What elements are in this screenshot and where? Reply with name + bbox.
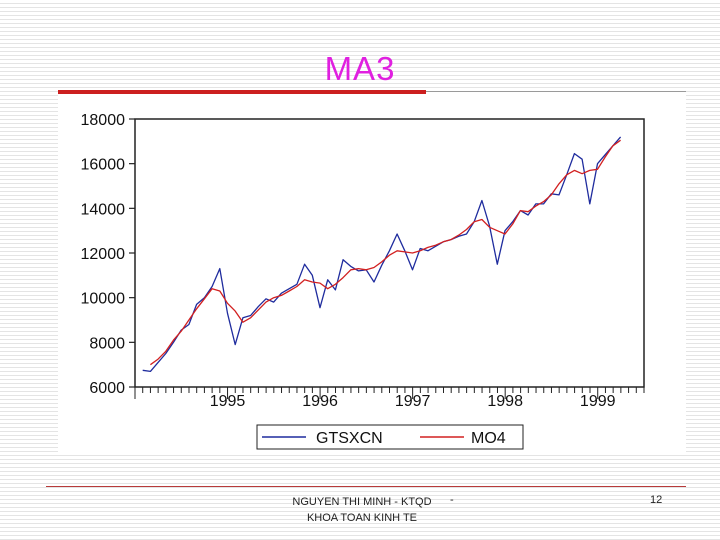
y-tick-label: 18000 — [81, 112, 126, 129]
footer-separator: - — [450, 494, 454, 506]
y-tick-label: 16000 — [81, 157, 126, 174]
footer-author: NGUYEN THI MINH - KTQD KHOA TOAN KINH TE — [252, 494, 472, 526]
series-line-mo4 — [150, 139, 621, 366]
footer-author-line1: NGUYEN THI MINH - KTQD — [292, 496, 432, 508]
series-layer — [142, 136, 622, 373]
footer-author-line2: KHOA TOAN KINH TE — [306, 512, 418, 524]
x-tick-label: 1995 — [210, 393, 246, 410]
legend-label-mo4: MO4 — [471, 430, 506, 447]
y-tick-label: 12000 — [81, 246, 126, 263]
x-tick-label: 1999 — [580, 393, 616, 410]
y-axis: 18000 16000 14000 12000 10000 8000 6000 — [81, 112, 135, 397]
y-tick-label: 14000 — [81, 201, 126, 218]
legend: GTSXCN MO4 — [256, 424, 524, 450]
chart-background — [58, 95, 686, 455]
legend-label-gtsxcn: GTSXCN — [316, 430, 383, 447]
x-tick-label: 1996 — [302, 393, 338, 410]
slide-title: MA3 — [324, 50, 396, 87]
y-tick-label: 6000 — [89, 380, 125, 397]
title-divider — [426, 91, 686, 92]
x-axis: 1995 1996 1997 1998 1999 — [134, 387, 645, 410]
x-tick-label: 1998 — [487, 393, 523, 410]
series-line-gtsxcn — [142, 136, 622, 373]
y-tick-label: 10000 — [81, 291, 126, 308]
title-underline — [58, 90, 426, 94]
x-tick-label: 1997 — [395, 393, 431, 410]
y-tick-label: 8000 — [89, 335, 125, 352]
footer-divider — [46, 486, 686, 487]
page-number: 12 — [650, 494, 663, 506]
